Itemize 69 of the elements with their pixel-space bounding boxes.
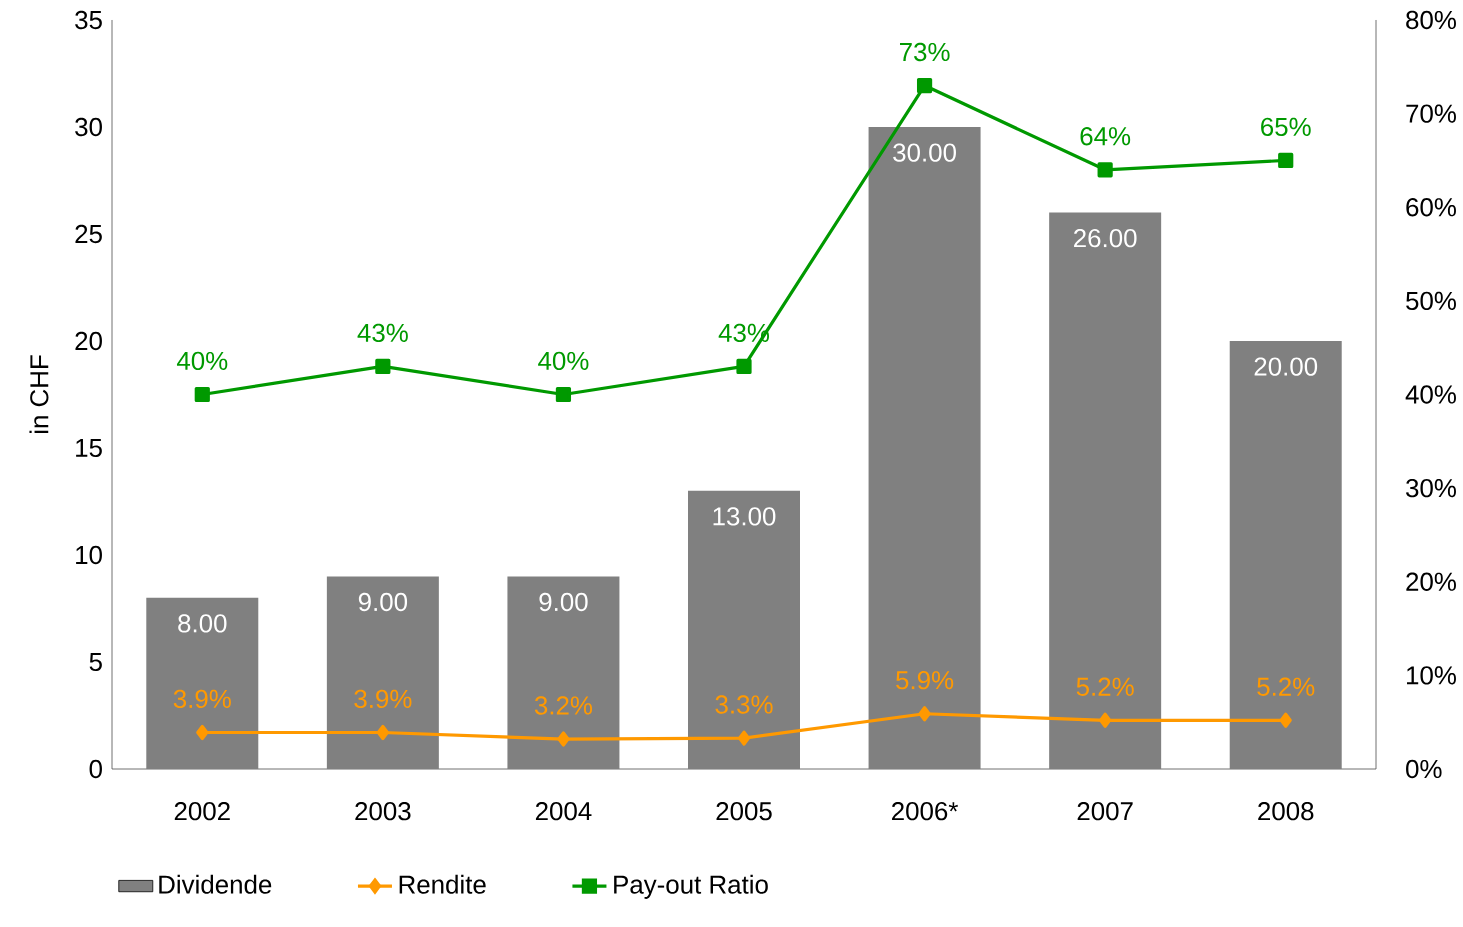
data-label: 3.3% bbox=[715, 695, 773, 714]
data-label: 5.9% bbox=[896, 671, 954, 690]
y-tick-label: 35 bbox=[75, 10, 102, 30]
data-label: 73% bbox=[900, 42, 950, 62]
bar bbox=[507, 576, 620, 769]
data-label: 3.9% bbox=[354, 689, 412, 709]
x-tick-label: 2002 bbox=[174, 802, 230, 821]
legend-label: Pay-out Ratio bbox=[614, 874, 768, 899]
x-tick-label: 2004 bbox=[535, 802, 592, 821]
data-label: 26.00 bbox=[1074, 228, 1137, 248]
bar bbox=[1229, 341, 1342, 769]
data-label: 9.00 bbox=[539, 592, 588, 612]
point bbox=[737, 730, 751, 746]
y-tick-label: 20 bbox=[75, 331, 102, 351]
x-tick-label: 2007 bbox=[1077, 802, 1133, 821]
bar bbox=[688, 490, 800, 769]
bar bbox=[146, 597, 259, 769]
data-label: 13.00 bbox=[713, 507, 776, 526]
data-label: 64% bbox=[1080, 127, 1131, 146]
y-axis-title: in CHF bbox=[29, 355, 49, 434]
y-tick-label: 10 bbox=[76, 545, 102, 565]
y2-tick-label: 70% bbox=[1406, 104, 1456, 123]
data-label: 5.2% bbox=[1076, 677, 1134, 696]
y2-tick-label: 10% bbox=[1407, 666, 1456, 685]
y-tick-label: 30 bbox=[75, 117, 102, 137]
y2-tick-label: 20% bbox=[1406, 572, 1456, 591]
point bbox=[1099, 712, 1112, 728]
legend-label: Rendite bbox=[399, 874, 486, 894]
data-label: 65% bbox=[1261, 117, 1311, 137]
point bbox=[555, 386, 572, 403]
bar bbox=[868, 127, 981, 769]
data-label: 20.00 bbox=[1254, 357, 1318, 376]
y-tick-label: 15 bbox=[76, 438, 102, 458]
point bbox=[736, 358, 752, 375]
y2-tick-label: 50% bbox=[1406, 291, 1456, 311]
point bbox=[1279, 712, 1292, 728]
x-tick-label: 2003 bbox=[355, 802, 411, 821]
point bbox=[375, 358, 391, 375]
data-label: 5.2% bbox=[1257, 677, 1315, 696]
point bbox=[194, 386, 210, 403]
data-label: 30.00 bbox=[893, 143, 956, 162]
x-tick-label: 2006* bbox=[892, 802, 959, 821]
data-label: 9.00 bbox=[358, 592, 408, 612]
point bbox=[916, 77, 933, 94]
point bbox=[1278, 152, 1294, 169]
legend-label: Dividende bbox=[159, 874, 272, 894]
x-tick-label: 2005 bbox=[716, 802, 772, 821]
data-label: 3.9% bbox=[173, 689, 231, 709]
data-label: 3.2% bbox=[534, 696, 593, 715]
y-tick-label: 0 bbox=[89, 759, 102, 779]
y2-tick-label: 80% bbox=[1406, 10, 1456, 30]
bar bbox=[1049, 212, 1162, 769]
y-tick-label: 5 bbox=[89, 652, 102, 672]
y2-tick-label: 0% bbox=[1406, 759, 1442, 779]
point bbox=[918, 706, 931, 722]
point bbox=[557, 731, 570, 747]
point bbox=[1097, 162, 1113, 178]
data-label: 8.00 bbox=[178, 614, 227, 633]
y2-tick-label: 40% bbox=[1405, 385, 1456, 404]
y-tick-label: 25 bbox=[75, 224, 102, 244]
data-label: 40% bbox=[176, 351, 228, 371]
point bbox=[376, 724, 389, 741]
bar bbox=[326, 576, 439, 769]
x-tick-label: 2008 bbox=[1258, 802, 1314, 821]
y2-tick-label: 30% bbox=[1406, 478, 1456, 498]
point bbox=[196, 724, 209, 741]
data-label: 40% bbox=[538, 351, 589, 371]
y2-tick-label: 60% bbox=[1406, 198, 1456, 217]
data-label: 43% bbox=[357, 323, 408, 343]
